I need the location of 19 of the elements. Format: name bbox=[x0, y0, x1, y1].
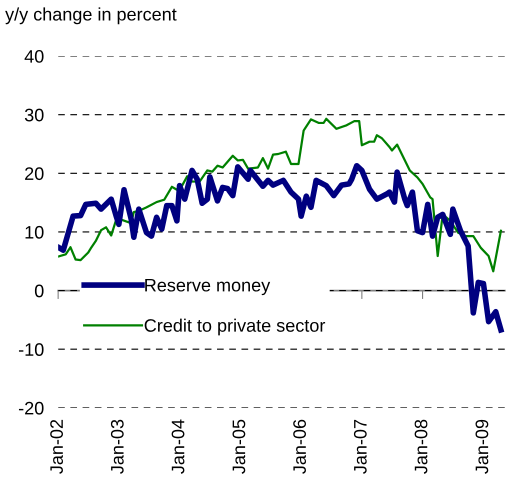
y-tick-label: 10 bbox=[26, 226, 44, 239]
y-tick-label: 40 bbox=[24, 50, 44, 63]
y-tick-label: -20 bbox=[18, 402, 44, 415]
y-tick-label: 20 bbox=[25, 167, 44, 180]
y-tick-label: -10 bbox=[18, 343, 44, 356]
x-tick-label: Jan-06 bbox=[293, 420, 306, 474]
x-tick-label: Jan-03 bbox=[110, 420, 124, 474]
x-tick-label: Jan-09 bbox=[476, 420, 488, 474]
y-tick-label: 0 bbox=[34, 284, 44, 298]
y-axis-title: y/y change in percent bbox=[5, 7, 177, 24]
y-tick-label: 30 bbox=[24, 108, 44, 122]
line-series bbox=[58, 118, 502, 272]
legend-label: Credit to private sector bbox=[144, 318, 326, 336]
legend-label: Reserve money bbox=[145, 278, 270, 296]
x-tick-label: Jan-08 bbox=[414, 420, 428, 474]
x-tick-label: Jan-07 bbox=[354, 420, 367, 474]
x-tick-label: Jan-05 bbox=[232, 420, 246, 474]
x-tick-label: Jan-02 bbox=[50, 420, 63, 474]
x-tick-label: Jan-04 bbox=[172, 420, 184, 474]
